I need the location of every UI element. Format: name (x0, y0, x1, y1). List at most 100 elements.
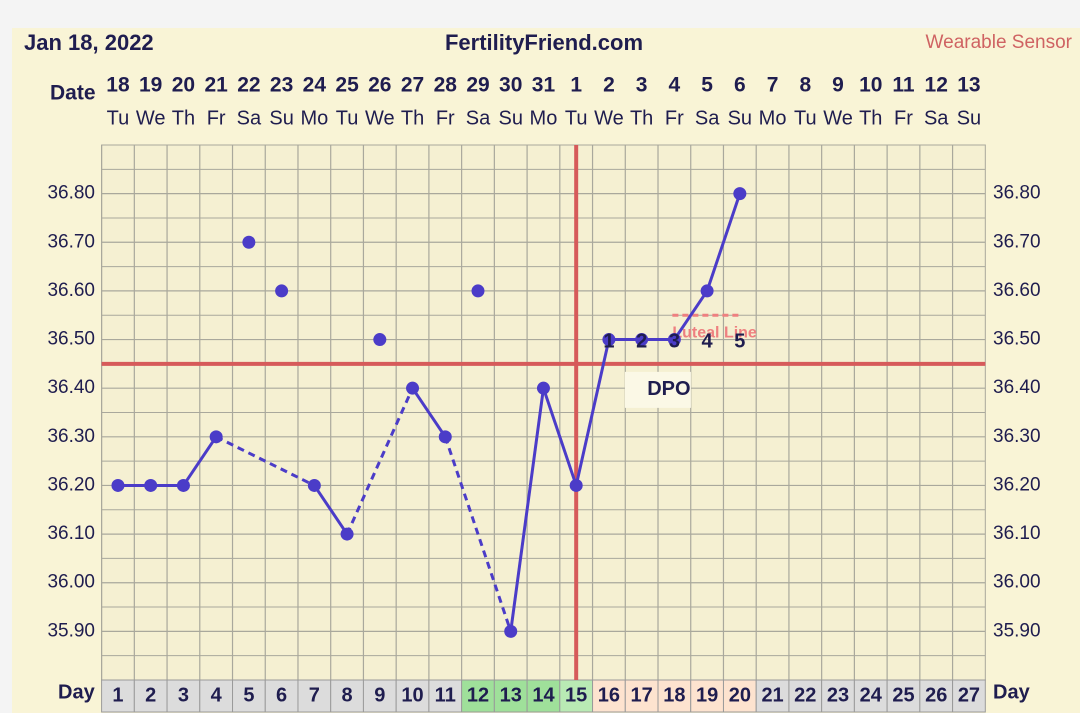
temp-point (209, 430, 223, 444)
dpo-number: 2 (636, 331, 647, 353)
temp-point (536, 381, 550, 395)
dpo-number: 1 (603, 331, 614, 353)
date-label: 7 (767, 74, 779, 97)
day-number: 7 (309, 684, 320, 706)
day-number: 26 (925, 684, 947, 706)
day-number: 21 (761, 684, 783, 706)
day-number: 16 (598, 684, 620, 706)
day-number: 4 (211, 684, 223, 706)
temp-point (504, 624, 518, 638)
date-label: 18 (106, 74, 130, 97)
chart-date: Jan 18, 2022 (24, 30, 154, 55)
date-label: 30 (499, 74, 522, 97)
temp-segment (574, 339, 611, 486)
date-label: 3 (636, 74, 648, 97)
weekday-label: Su (957, 107, 981, 129)
date-label: 2 (603, 74, 615, 97)
weekday-label: Tu (794, 107, 817, 129)
day-number: 19 (696, 684, 718, 706)
temp-segment (411, 387, 447, 438)
luteal-line-label: Luteal Line (672, 324, 757, 341)
day-number: 17 (631, 684, 653, 706)
weekday-label: Sa (924, 107, 949, 129)
date-label: 8 (799, 74, 811, 97)
y-tick-label: 36.80 (47, 183, 95, 204)
day-number: 12 (467, 684, 489, 706)
weekday-label: Sa (466, 107, 491, 129)
y-tick-label-right: 36.10 (993, 523, 1041, 544)
y-tick-label-right: 35.90 (993, 620, 1041, 641)
date-label: 26 (368, 74, 391, 97)
date-label: 19 (139, 74, 162, 97)
weekday-label: Th (401, 107, 424, 129)
y-tick-label: 36.30 (47, 426, 95, 447)
date-label: 20 (172, 74, 195, 97)
day-number: 23 (827, 684, 849, 706)
temp-point (667, 333, 681, 347)
y-tick-label-right: 36.30 (993, 426, 1041, 447)
day-number: 8 (342, 684, 353, 706)
y-tick-label: 35.90 (47, 620, 95, 641)
date-label: 22 (237, 74, 260, 97)
y-tick-label: 36.60 (47, 280, 95, 301)
dpo-number: 5 (734, 331, 745, 353)
day-cell (264, 679, 299, 713)
weekday-label: Sa (237, 107, 262, 129)
y-tick-label: 36.20 (47, 474, 95, 495)
date-label: 5 (701, 74, 713, 97)
site-name: FertilityFriend.com (445, 30, 643, 55)
temp-point (438, 430, 452, 444)
temp-point (340, 527, 354, 541)
date-label: 11 (892, 74, 915, 97)
weekday-label: We (136, 107, 166, 129)
day-cell (133, 679, 168, 713)
day-number: 6 (276, 684, 287, 706)
temp-point (176, 478, 190, 492)
day-number: 3 (178, 684, 189, 706)
temp-segment (182, 435, 218, 487)
date-label: 6 (734, 74, 746, 97)
weekday-label: Su (728, 107, 752, 129)
weekday-label: We (594, 107, 624, 129)
y-tick-label-right: 36.50 (993, 329, 1041, 350)
day-number: 10 (401, 684, 423, 706)
day-cell (853, 679, 888, 713)
temp-point (242, 235, 256, 249)
weekday-label: Tu (336, 107, 359, 129)
day-cell (166, 679, 201, 713)
weekday-label: Fr (894, 107, 913, 129)
date-label: 21 (204, 74, 228, 97)
y-tick-label-right: 36.00 (993, 572, 1041, 593)
weekday-label: Th (630, 107, 653, 129)
weekday-label: Tu (565, 107, 588, 129)
y-tick-label-right: 36.70 (993, 231, 1041, 252)
day-number: 20 (729, 684, 751, 706)
day-cell (461, 679, 495, 713)
weekday-label: Th (172, 107, 195, 129)
temp-point (733, 187, 747, 201)
temp-point (700, 284, 714, 298)
dpo-box (624, 371, 691, 408)
day-label-right: Day (993, 681, 1031, 703)
day-cell (199, 679, 234, 713)
temp-point (602, 333, 616, 347)
temp-point (569, 478, 583, 492)
weekday-label: Fr (207, 107, 226, 129)
day-cell (526, 679, 561, 713)
day-number: 13 (500, 684, 522, 706)
date-label: 13 (957, 74, 980, 97)
weekday-label: Su (269, 107, 293, 129)
day-number: 14 (532, 684, 555, 706)
temp-point (373, 333, 387, 347)
dpo-label: DPO (647, 378, 690, 400)
y-tick-label-right: 36.80 (993, 183, 1041, 204)
dpo-number: 4 (702, 331, 714, 353)
temp-segment (215, 435, 316, 487)
y-tick-label: 36.00 (47, 572, 95, 593)
day-cell (624, 679, 659, 713)
y-tick-label: 36.50 (47, 329, 95, 350)
date-label: 23 (270, 74, 293, 97)
date-label: 1 (570, 74, 582, 97)
day-number: 25 (892, 684, 914, 706)
day-cell (101, 679, 135, 713)
